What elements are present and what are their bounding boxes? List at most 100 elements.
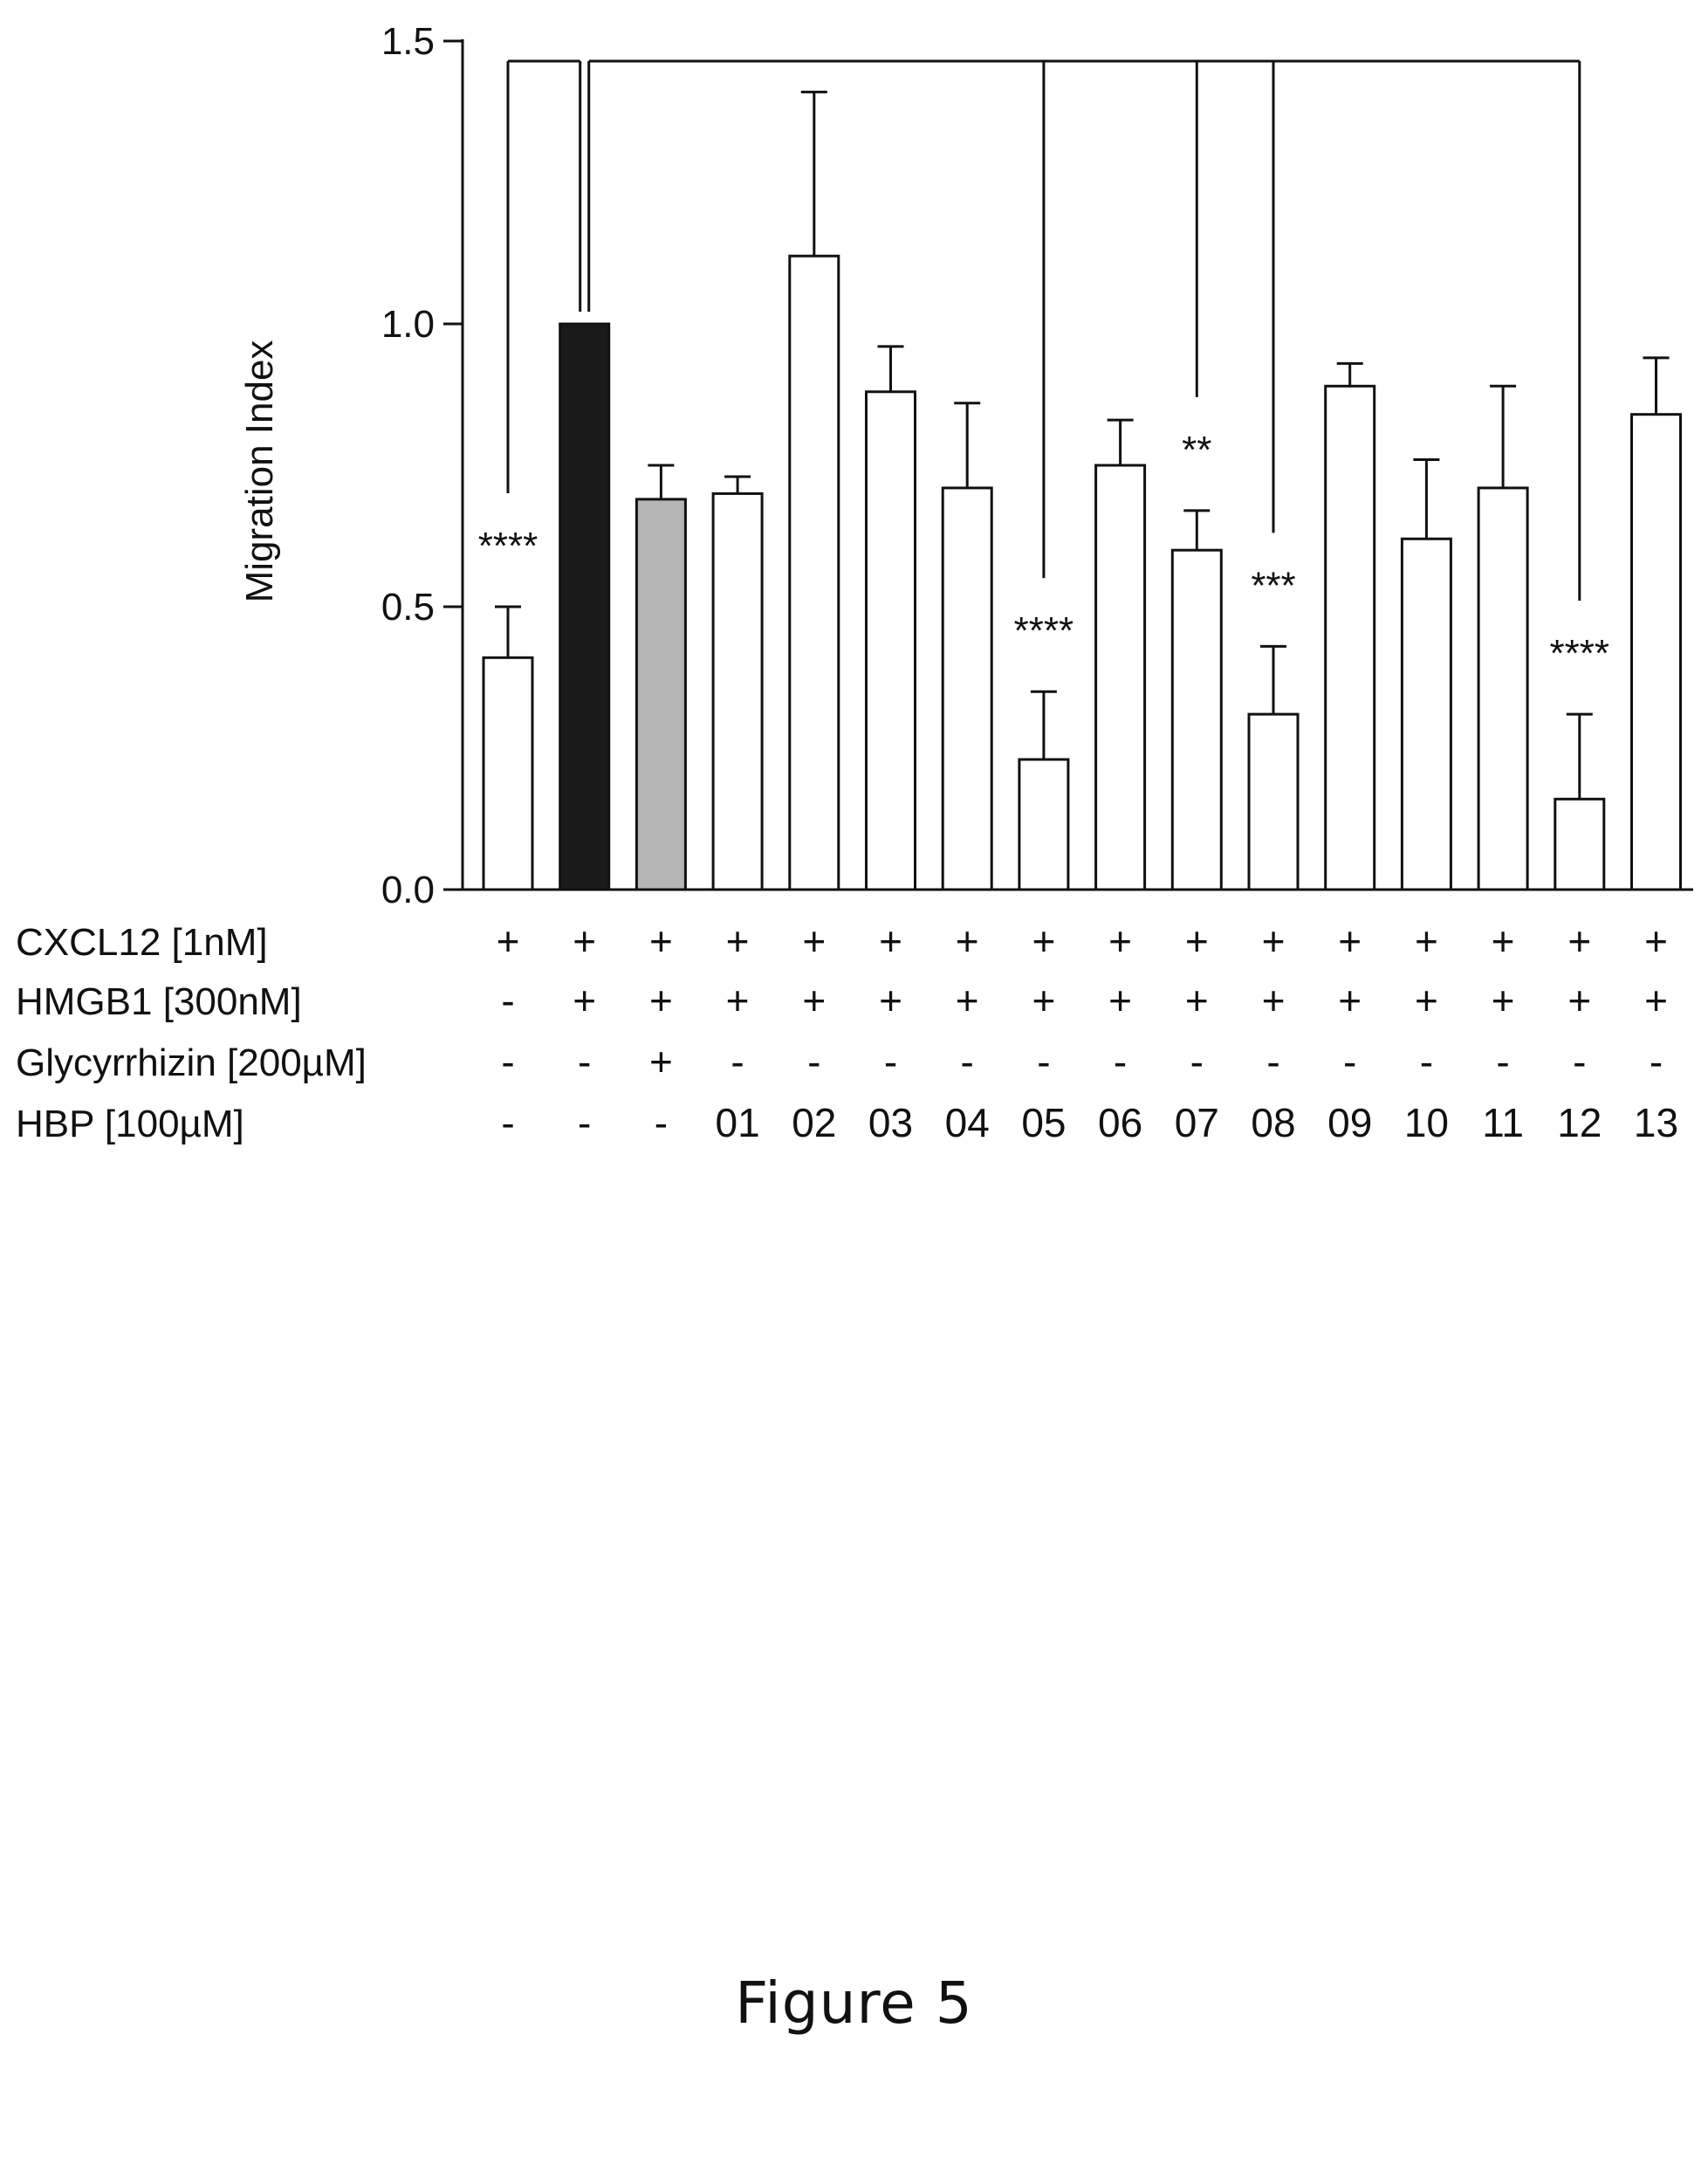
- condition-cell: 12: [1557, 1100, 1602, 1145]
- condition-row-label: HMGB1 [300nM]: [16, 980, 302, 1023]
- condition-row-label: Glycyrrhizin [200µM]: [16, 1041, 367, 1084]
- condition-cell: 05: [1021, 1100, 1066, 1145]
- condition-cell: -: [731, 1039, 744, 1084]
- condition-cell: 07: [1175, 1100, 1219, 1145]
- condition-cell: 08: [1251, 1100, 1295, 1145]
- significance-label: ****: [1014, 609, 1074, 652]
- condition-cell: -: [501, 978, 514, 1023]
- condition-cell: +: [1415, 918, 1438, 964]
- bar: [559, 322, 611, 891]
- condition-cell: -: [578, 1039, 591, 1084]
- condition-cell: +: [1644, 978, 1668, 1023]
- condition-cell: +: [1338, 978, 1362, 1023]
- condition-cell: -: [1420, 1039, 1433, 1084]
- condition-cell: +: [1492, 978, 1515, 1023]
- condition-cell: -: [501, 1039, 514, 1084]
- condition-cell: +: [1567, 918, 1591, 964]
- condition-cell: +: [649, 1039, 673, 1084]
- y-tick-label: 0.0: [381, 869, 435, 911]
- y-axis-title: Migration Index: [238, 340, 281, 603]
- significance-label: ****: [1550, 632, 1610, 675]
- bar: [941, 486, 993, 891]
- condition-cell: 13: [1634, 1100, 1678, 1145]
- condition-cell: +: [1185, 918, 1209, 964]
- condition-cell: +: [1567, 978, 1591, 1023]
- condition-cell: +: [956, 918, 979, 964]
- condition-cell: +: [1108, 978, 1132, 1023]
- condition-cell: +: [726, 918, 750, 964]
- bar: [634, 498, 687, 891]
- bar: [1554, 797, 1606, 891]
- bar: [865, 390, 916, 891]
- bar: [1324, 384, 1376, 891]
- condition-cell: +: [1032, 978, 1055, 1023]
- bar: [1170, 548, 1223, 891]
- condition-cell: -: [1190, 1039, 1204, 1084]
- condition-cell: +: [573, 918, 596, 964]
- bar: [1630, 413, 1682, 891]
- condition-cell: +: [879, 978, 902, 1023]
- condition-cell: -: [1573, 1039, 1586, 1084]
- condition-cell: +: [497, 918, 520, 964]
- condition-cell: +: [1262, 978, 1286, 1023]
- condition-cell: 06: [1098, 1100, 1142, 1145]
- condition-cell: +: [1338, 918, 1362, 964]
- y-tick-label: 1.5: [381, 20, 435, 63]
- significance-label: ***: [1251, 564, 1295, 607]
- condition-cell: +: [956, 978, 979, 1023]
- condition-cell: +: [879, 918, 902, 964]
- error-bars: [495, 90, 1670, 800]
- condition-cell: -: [655, 1100, 668, 1145]
- condition-cell: +: [1032, 918, 1055, 964]
- bar: [1400, 537, 1452, 891]
- condition-cell: 09: [1327, 1100, 1372, 1145]
- condition-cell: 02: [792, 1100, 836, 1145]
- condition-cell: -: [884, 1039, 897, 1084]
- condition-cell: +: [802, 978, 826, 1023]
- significance-label: **: [1182, 429, 1211, 471]
- condition-cell: +: [1185, 978, 1209, 1023]
- condition-cell: -: [578, 1100, 591, 1145]
- condition-cell: +: [1644, 918, 1668, 964]
- bar: [1247, 712, 1300, 891]
- condition-cell: +: [1262, 918, 1286, 964]
- y-tick-label: 1.0: [381, 303, 435, 346]
- condition-cell: +: [649, 978, 673, 1023]
- condition-cell: +: [1492, 918, 1515, 964]
- condition-cell: -: [1037, 1039, 1050, 1084]
- bar: [1477, 486, 1529, 891]
- bar: [482, 656, 534, 891]
- figure-caption: Figure 5: [735, 1969, 973, 2037]
- significance-brackets: [506, 59, 1581, 601]
- bar: [1094, 464, 1147, 891]
- condition-cell: 04: [945, 1100, 990, 1145]
- condition-cell: -: [807, 1039, 820, 1084]
- condition-cell: +: [1415, 978, 1438, 1023]
- bar: [788, 254, 840, 891]
- significance-labels: *****************: [478, 429, 1609, 675]
- condition-cell: -: [1496, 1039, 1509, 1084]
- condition-cell: -: [1650, 1039, 1663, 1084]
- condition-cell: 01: [716, 1100, 760, 1145]
- condition-cell: +: [649, 918, 673, 964]
- condition-cell: +: [726, 978, 750, 1023]
- condition-row-label: HBP [100µM]: [16, 1103, 244, 1145]
- axes: 0.0 0.5 1.0 1.5 Migration Index: [238, 20, 1693, 911]
- condition-cell: -: [961, 1039, 974, 1084]
- bar: [711, 491, 764, 891]
- bar: [1018, 758, 1070, 891]
- condition-table: CXCL12 [1nM] + + + + + + + + + + + + + + + + HMGB1 [300nM…: [16, 918, 1678, 1145]
- condition-cell: +: [1108, 918, 1132, 964]
- y-tick-label: 0.5: [381, 586, 435, 629]
- condition-row-label: CXCL12 [1nM]: [16, 921, 268, 964]
- condition-cell: 03: [868, 1100, 913, 1145]
- condition-cell: -: [1114, 1039, 1127, 1084]
- condition-cell: -: [1266, 1039, 1279, 1084]
- condition-cell: -: [501, 1100, 514, 1145]
- condition-cell: +: [802, 918, 826, 964]
- significance-label: ****: [478, 525, 538, 567]
- condition-cell: -: [1343, 1039, 1356, 1084]
- condition-cell: 10: [1404, 1100, 1449, 1145]
